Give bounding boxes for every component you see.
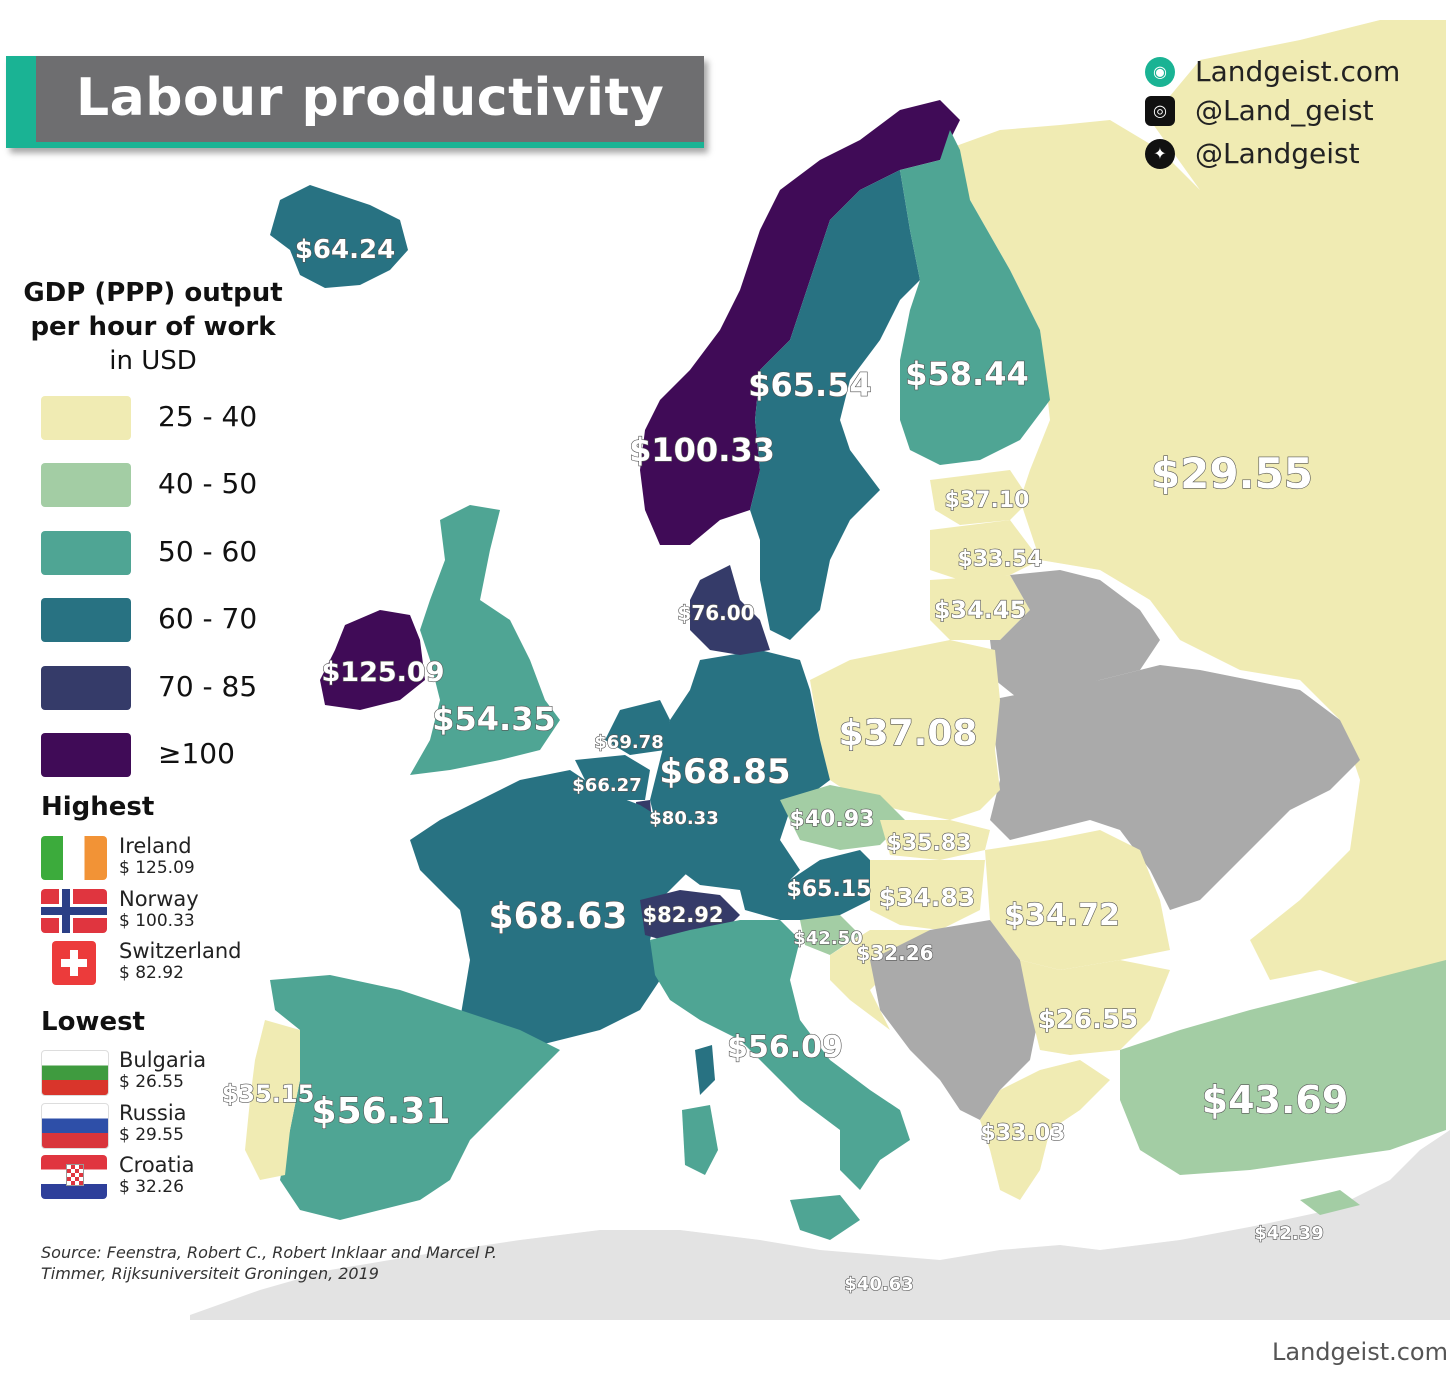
- country-value-label: $64.24: [295, 235, 395, 265]
- switzerland-flag-icon: [52, 941, 96, 985]
- country-value-label: $69.78: [594, 732, 663, 753]
- page-title: Labour productivity: [76, 68, 664, 128]
- norway-flag-icon: [41, 889, 107, 933]
- country-value-label: $76.00: [677, 601, 754, 625]
- legend-bin-label: ≥100: [158, 737, 235, 770]
- country-value-label: $37.08: [839, 713, 978, 754]
- lowest-croatia: Croatia $ 32.26: [41, 1155, 301, 1203]
- croatia-flag-icon: [41, 1155, 107, 1199]
- lowest-value: $ 29.55: [119, 1125, 184, 1145]
- country-value-label: $65.15: [787, 877, 872, 902]
- country-value-label: $33.03: [981, 1121, 1066, 1146]
- region-sicily: [790, 1195, 860, 1240]
- highest-switzerland: Switzerland $ 82.92: [41, 941, 301, 989]
- source-line1: Source: Feenstra, Robert C., Robert Inkl…: [41, 1242, 561, 1263]
- highest-country: Norway: [119, 887, 199, 911]
- title-underline: [36, 142, 704, 148]
- lowest-country: Russia: [119, 1101, 187, 1125]
- country-value-label: $32.26: [856, 941, 933, 965]
- lowest-country: Bulgaria: [119, 1048, 206, 1072]
- legend-swatch: [41, 666, 131, 710]
- country-value-label: $37.10: [945, 488, 1030, 513]
- watermark[interactable]: Landgeist.com: [1272, 1338, 1448, 1366]
- country-value-label: $100.33: [629, 431, 775, 469]
- highest-country: Switzerland: [119, 939, 242, 963]
- bulgaria-flag-icon: [41, 1050, 109, 1096]
- ireland-flag-icon: [41, 836, 107, 880]
- social-website[interactable]: ◉ Landgeist.com: [1145, 55, 1400, 88]
- legend-swatch: [41, 463, 131, 507]
- highest-value: $ 125.09: [119, 858, 195, 878]
- lowest-russia: Russia $ 29.55: [41, 1103, 301, 1151]
- legend-title-line2: per hour of work: [18, 310, 288, 344]
- lowest-value: $ 32.26: [119, 1177, 184, 1197]
- social-instagram[interactable]: ◎ @Land_geist: [1145, 94, 1374, 127]
- highest-heading: Highest: [41, 792, 154, 822]
- country-value-label: $42.50: [793, 928, 862, 949]
- russia-flag-icon: [41, 1103, 109, 1149]
- legend-bin-label: 60 - 70: [158, 602, 257, 635]
- highest-norway: Norway $ 100.33: [41, 889, 301, 937]
- legend-swatch: [41, 531, 131, 575]
- country-value-label: $43.69: [1202, 1078, 1349, 1122]
- highest-country: Ireland: [119, 834, 192, 858]
- globe-icon: ◉: [1145, 57, 1175, 87]
- twitter-icon: ✦: [1145, 139, 1175, 169]
- source-line2: Timmer, Rijksuniversiteit Groningen, 201…: [41, 1263, 561, 1284]
- social-twitter-text: @Landgeist: [1195, 137, 1360, 170]
- legend-title: GDP (PPP) output per hour of work in USD: [18, 276, 288, 378]
- country-value-label: $68.85: [659, 752, 790, 792]
- legend-swatch: [41, 598, 131, 642]
- region-corsica: [695, 1045, 715, 1095]
- country-value-label: $56.31: [312, 1091, 451, 1132]
- social-instagram-text: @Land_geist: [1195, 94, 1374, 127]
- legend-bin-label: 40 - 50: [158, 467, 257, 500]
- instagram-icon: ◎: [1145, 96, 1175, 126]
- lowest-bulgaria: Bulgaria $ 26.55: [41, 1050, 301, 1098]
- legend-title-line1: GDP (PPP) output: [18, 276, 288, 310]
- country-value-label: $40.63: [844, 1274, 913, 1295]
- region-sardinia: [682, 1105, 718, 1175]
- lowest-country: Croatia: [119, 1153, 195, 1177]
- social-website-text: Landgeist.com: [1195, 55, 1400, 88]
- source-note: Source: Feenstra, Robert C., Robert Inkl…: [41, 1242, 561, 1284]
- lowest-heading: Lowest: [41, 1007, 145, 1037]
- title-accent-bar: [6, 56, 36, 148]
- social-twitter[interactable]: ✦ @Landgeist: [1145, 137, 1360, 170]
- title-banner: Labour productivity: [6, 56, 704, 148]
- country-value-label: $80.33: [649, 808, 718, 829]
- country-value-label: $29.55: [1151, 449, 1313, 498]
- country-value-label: $65.54: [748, 366, 871, 404]
- legend-bin-label: 50 - 60: [158, 535, 257, 568]
- country-value-label: $56.09: [727, 1030, 843, 1065]
- country-value-label: $58.44: [905, 355, 1028, 393]
- country-value-label: $26.55: [1038, 1005, 1138, 1035]
- highest-value: $ 100.33: [119, 911, 195, 931]
- country-value-label: $34.45: [934, 596, 1027, 624]
- legend-bin-label: 70 - 85: [158, 670, 257, 703]
- legend-swatch: [41, 396, 131, 440]
- legend-title-line3: in USD: [18, 344, 288, 378]
- region-turkey: [1120, 960, 1446, 1175]
- lowest-value: $ 26.55: [119, 1072, 184, 1092]
- country-value-label: $82.92: [642, 903, 723, 927]
- country-value-label: $33.54: [958, 547, 1043, 572]
- country-value-label: $40.93: [790, 807, 875, 832]
- country-value-label: $42.39: [1254, 1223, 1323, 1244]
- country-value-label: $34.83: [879, 883, 975, 912]
- country-value-label: $54.35: [432, 700, 555, 738]
- legend-swatch: [41, 733, 131, 777]
- highest-ireland: Ireland $ 125.09: [41, 836, 301, 884]
- legend-bin-label: 25 - 40: [158, 400, 257, 433]
- country-value-label: $125.09: [322, 657, 445, 688]
- country-value-label: $34.72: [1004, 898, 1120, 933]
- country-value-label: $68.63: [489, 896, 628, 937]
- country-value-label: $66.27: [572, 775, 641, 796]
- country-value-label: $35.83: [887, 831, 972, 856]
- highest-value: $ 82.92: [119, 963, 184, 983]
